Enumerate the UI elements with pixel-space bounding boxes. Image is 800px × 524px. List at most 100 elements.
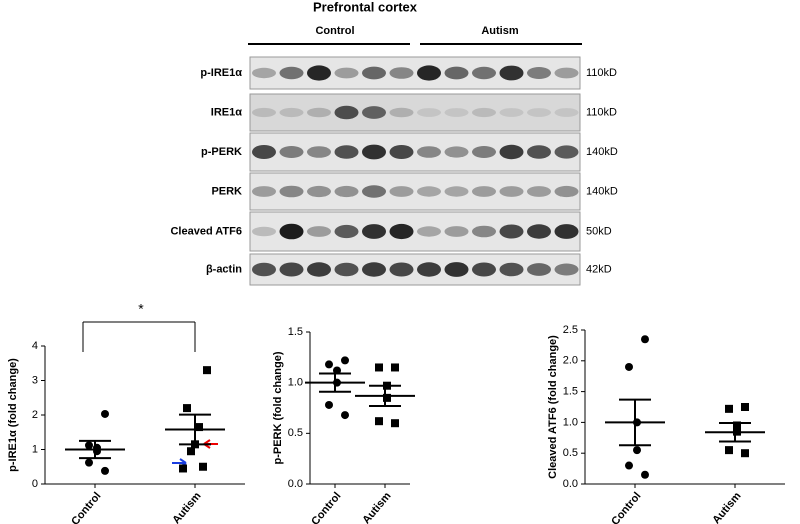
row-size: 50kD: [586, 225, 612, 237]
blot-band: [472, 225, 496, 238]
y-tick-label: 4: [32, 340, 38, 352]
data-point: [85, 458, 93, 467]
data-point: [203, 366, 211, 375]
blot-band: [389, 145, 414, 159]
blot-band: [554, 263, 579, 276]
row-label: Cleaved ATF6: [170, 225, 242, 237]
row-size: 110kD: [586, 106, 617, 118]
blot-band: [554, 145, 579, 159]
y-tick-label: 0: [32, 478, 38, 490]
data-point: [341, 356, 349, 365]
x-tick-label: Control: [609, 490, 643, 524]
blot-band: [444, 108, 469, 117]
data-point: [741, 449, 749, 458]
data-point: [391, 419, 399, 428]
blot-title: Prefrontal cortex: [313, 0, 418, 14]
blot-band: [334, 105, 359, 120]
data-point: [633, 446, 641, 455]
blot-band: [279, 146, 304, 158]
y-tick-label: 0.0: [288, 478, 303, 490]
blot-band: [472, 66, 496, 80]
blot-band: [279, 262, 304, 277]
y-tick-label: 2.5: [563, 324, 578, 336]
blot-band: [307, 185, 331, 198]
blot-band: [417, 146, 441, 158]
data-point: [733, 421, 741, 430]
blot-band: [307, 146, 331, 158]
blot-band: [554, 185, 579, 198]
x-tick-label: Control: [309, 490, 343, 524]
y-tick-label: 0.5: [563, 447, 578, 459]
y-tick-label: 2.0: [563, 355, 578, 367]
blot-band: [307, 107, 331, 118]
blot-panel: [249, 93, 581, 132]
group-label: Control: [315, 25, 354, 37]
blot-band: [334, 262, 359, 277]
x-tick-label: Autism: [710, 490, 743, 524]
data-point: [725, 446, 733, 455]
blot-band: [499, 262, 524, 277]
blot-band: [334, 67, 359, 79]
data-point: [383, 393, 391, 402]
blot-band: [362, 262, 386, 277]
y-tick-label: 1.5: [563, 386, 578, 398]
blot-band: [252, 186, 276, 197]
data-point: [641, 335, 649, 344]
blot-band: [279, 185, 304, 198]
row-label: IRE1α: [211, 106, 242, 118]
blot-band: [307, 65, 331, 81]
blot-band: [472, 262, 496, 277]
row-size: 140kD: [586, 146, 618, 158]
blot-band: [444, 262, 469, 277]
data-point: [625, 362, 633, 371]
y-tick-label: 1.0: [288, 377, 303, 389]
data-point: [199, 462, 207, 471]
y-tick-label: 0.0: [563, 478, 578, 490]
data-point: [179, 464, 187, 473]
data-point: [375, 417, 383, 426]
blot-band: [307, 226, 331, 237]
blot-band: [499, 144, 524, 160]
blot-band: [444, 226, 469, 237]
y-tick-label: 0.5: [288, 427, 303, 439]
y-tick-label: 1.5: [288, 326, 303, 338]
blot-band: [334, 145, 359, 159]
row-size: 110kD: [586, 67, 617, 79]
blot-band: [444, 146, 469, 158]
data-point: [101, 466, 109, 475]
group-label: Autism: [481, 25, 519, 37]
data-point: [333, 366, 341, 375]
y-tick-label: 1: [32, 443, 38, 455]
y-tick-label: 2: [32, 409, 38, 421]
blot-band: [527, 224, 551, 239]
blot-band: [444, 66, 469, 80]
blot-panel: [249, 172, 581, 211]
blot-band: [499, 65, 524, 81]
blot-band: [472, 107, 496, 118]
blot-band: [334, 185, 359, 198]
data-point: [625, 461, 633, 470]
blot-band: [279, 107, 304, 118]
y-axis-label: Cleaved ATF6 (fold change): [547, 335, 559, 479]
blot-band: [527, 145, 551, 159]
blot-band: [362, 106, 386, 119]
blot-band: [554, 224, 579, 239]
blot-band: [389, 223, 414, 240]
data-point: [375, 363, 383, 372]
blot-band: [252, 145, 276, 159]
blot-band: [417, 65, 441, 81]
data-point: [187, 447, 195, 456]
blot-band: [389, 262, 414, 277]
blot-panel: [249, 132, 581, 172]
y-axis-label: p-IRE1α (fold change): [7, 358, 19, 472]
blot-band: [417, 186, 441, 197]
row-label: PERK: [211, 185, 242, 197]
blot-band: [389, 107, 414, 118]
x-tick-label: Control: [69, 490, 103, 524]
blot-band: [499, 108, 524, 117]
blot-band: [417, 262, 441, 277]
blot-band: [527, 263, 551, 276]
data-point: [85, 441, 93, 450]
blot-band: [334, 224, 359, 239]
data-point: [725, 404, 733, 413]
